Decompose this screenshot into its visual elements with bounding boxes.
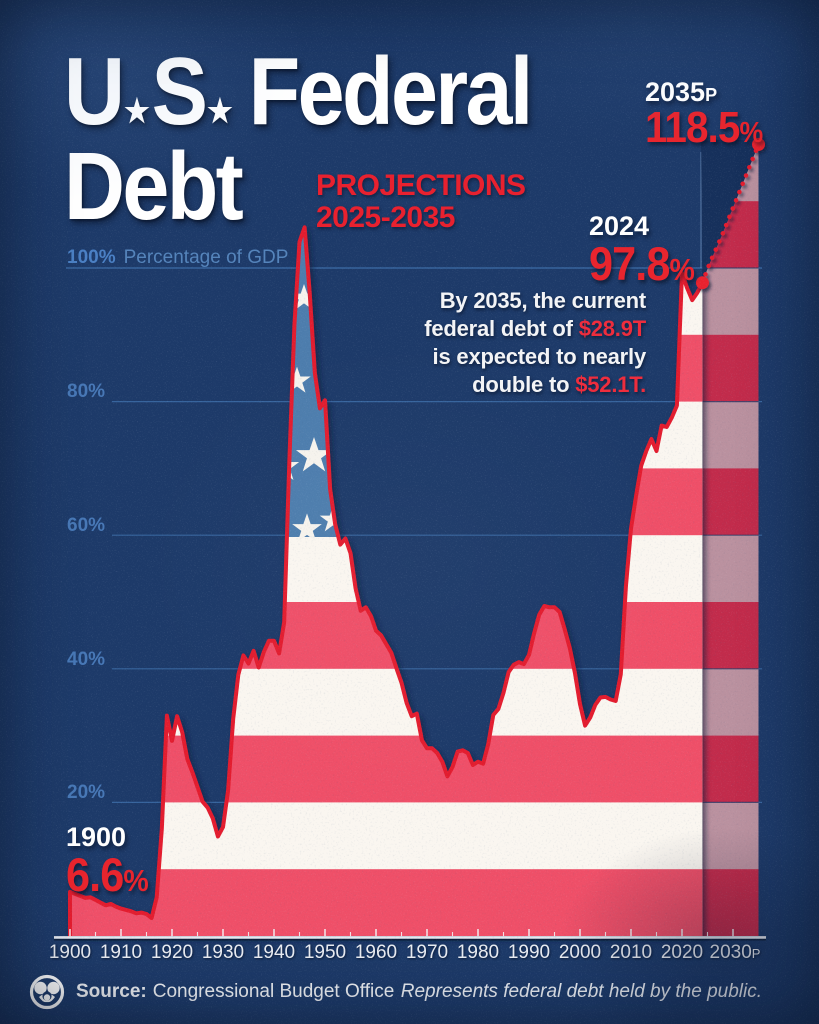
y-label-40: 40% (67, 649, 106, 670)
x-label-1970: 1970 (405, 942, 449, 963)
x-label-1930: 1930 (201, 942, 245, 963)
y-label-60: 60% (67, 515, 106, 536)
annotation-1900: 1900 6.6% (66, 822, 149, 901)
star-icon: ★ (124, 92, 150, 129)
annotation-2024: 2024 97.8% (589, 211, 695, 290)
y-100-label: 100% (67, 247, 116, 268)
callout-text: By 2035, the current federal debt of $28… (424, 288, 646, 397)
x-label-1910: 1910 (99, 942, 143, 963)
x-label-2030p: 2030P (709, 942, 761, 963)
x-label-2010: 2010 (609, 942, 653, 963)
y-axis-top-label: 100% Percentage of GDP (67, 247, 288, 269)
y-label-80: 80% (67, 381, 106, 402)
x-label-2020: 2020 (660, 942, 704, 963)
x-label-1960: 1960 (354, 942, 398, 963)
y-label-20: 20% (67, 782, 106, 803)
publisher-logo-icon (29, 974, 65, 1010)
annotation-2035: 2035P 118.5% (645, 77, 763, 152)
footnote: Represents federal debt held by the publ… (400, 981, 762, 1002)
x-label-1920: 1920 (150, 942, 194, 963)
title-line-1: U★S★ Federal (64, 38, 533, 145)
y-axis-caption: Percentage of GDP (123, 247, 289, 268)
star-icon: ★ (207, 92, 233, 129)
x-label-1950: 1950 (303, 942, 347, 963)
x-label-1940: 1940 (252, 942, 296, 963)
source-credit: Source: Congressional Budget Office (76, 981, 395, 1002)
x-label-1980: 1980 (456, 942, 500, 963)
subtitle-projections: PROJECTIONS 2025-2035 (316, 169, 526, 235)
x-label-1990: 1990 (507, 942, 551, 963)
x-label-1900: 1900 (48, 942, 92, 963)
x-label-2000: 2000 (558, 942, 602, 963)
